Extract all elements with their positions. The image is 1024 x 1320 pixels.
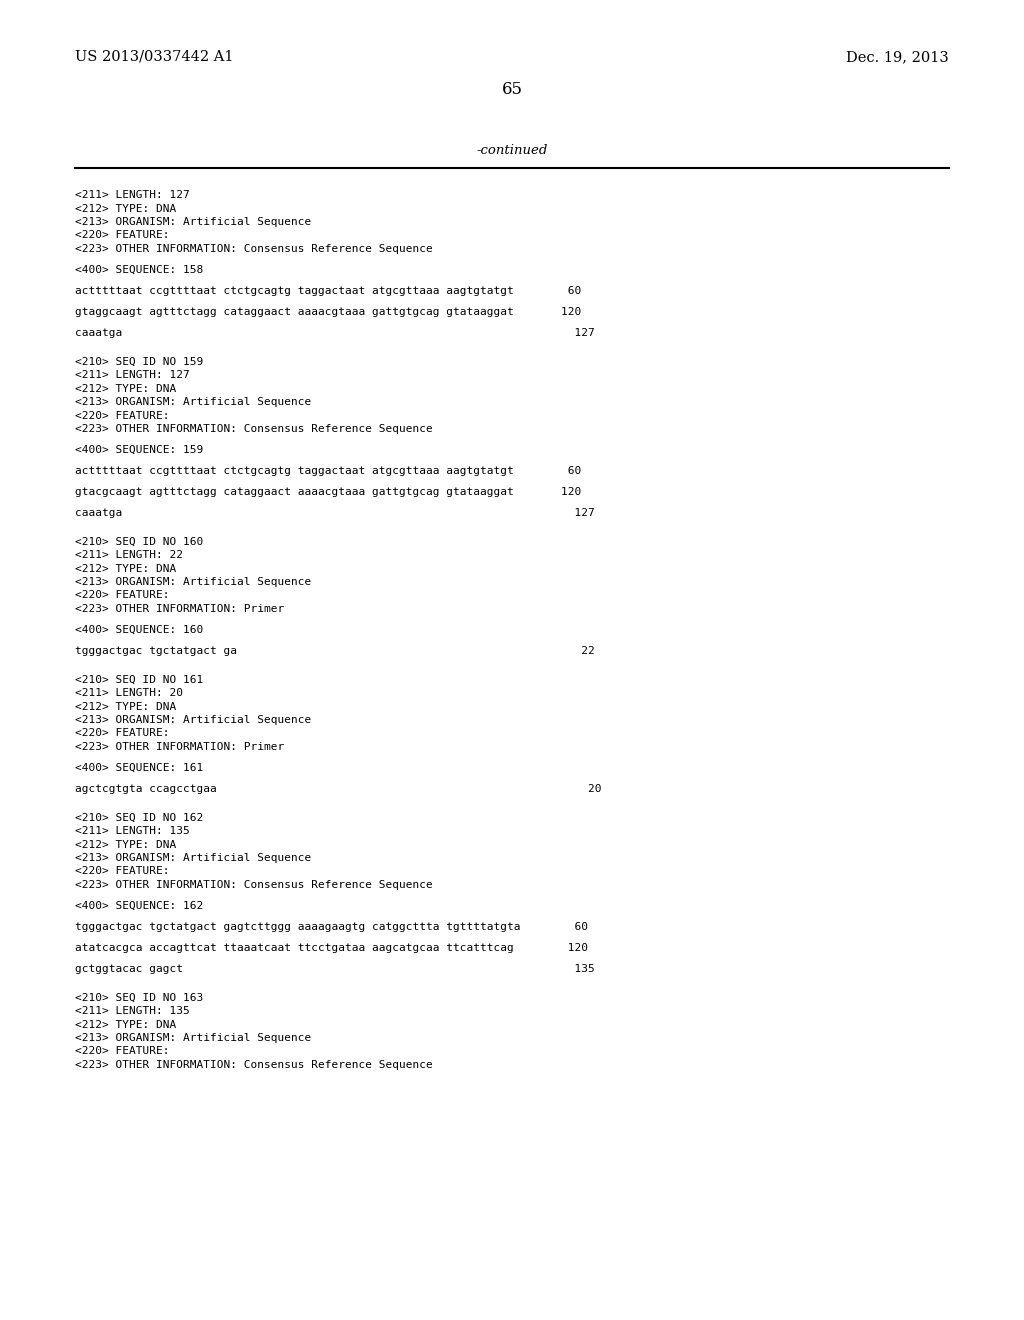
Text: <212> TYPE: DNA: <212> TYPE: DNA [75,564,176,573]
Text: <211> LENGTH: 135: <211> LENGTH: 135 [75,826,189,836]
Text: -continued: -continued [476,144,548,157]
Text: <220> FEATURE:: <220> FEATURE: [75,729,170,738]
Text: tgggactgac tgctatgact ga                                                   22: tgggactgac tgctatgact ga 22 [75,645,595,656]
Text: <220> FEATURE:: <220> FEATURE: [75,1047,170,1056]
Text: <400> SEQUENCE: 158: <400> SEQUENCE: 158 [75,265,203,275]
Text: <210> SEQ ID NO 159: <210> SEQ ID NO 159 [75,356,203,367]
Text: <400> SEQUENCE: 162: <400> SEQUENCE: 162 [75,902,203,911]
Text: gtacgcaagt agtttctagg cataggaact aaaacgtaaa gattgtgcag gtataaggat       120: gtacgcaagt agtttctagg cataggaact aaaacgt… [75,487,582,498]
Text: <213> ORGANISM: Artificial Sequence: <213> ORGANISM: Artificial Sequence [75,1034,311,1043]
Text: Dec. 19, 2013: Dec. 19, 2013 [846,50,949,63]
Text: <212> TYPE: DNA: <212> TYPE: DNA [75,1019,176,1030]
Text: <223> OTHER INFORMATION: Consensus Reference Sequence: <223> OTHER INFORMATION: Consensus Refer… [75,1060,433,1071]
Text: <213> ORGANISM: Artificial Sequence: <213> ORGANISM: Artificial Sequence [75,715,311,725]
Text: <210> SEQ ID NO 161: <210> SEQ ID NO 161 [75,675,203,685]
Text: <220> FEATURE:: <220> FEATURE: [75,231,170,240]
Text: actttttaat ccgttttaat ctctgcagtg taggactaat atgcgttaaa aagtgtatgt        60: actttttaat ccgttttaat ctctgcagtg taggact… [75,466,582,477]
Text: caaatga                                                                   127: caaatga 127 [75,327,595,338]
Text: <400> SEQUENCE: 159: <400> SEQUENCE: 159 [75,445,203,455]
Text: <223> OTHER INFORMATION: Consensus Reference Sequence: <223> OTHER INFORMATION: Consensus Refer… [75,424,433,434]
Text: gctggtacac gagct                                                          135: gctggtacac gagct 135 [75,964,595,974]
Text: <213> ORGANISM: Artificial Sequence: <213> ORGANISM: Artificial Sequence [75,853,311,863]
Text: <211> LENGTH: 127: <211> LENGTH: 127 [75,190,189,201]
Text: <212> TYPE: DNA: <212> TYPE: DNA [75,840,176,850]
Text: <213> ORGANISM: Artificial Sequence: <213> ORGANISM: Artificial Sequence [75,216,311,227]
Text: <211> LENGTH: 135: <211> LENGTH: 135 [75,1006,189,1016]
Text: <223> OTHER INFORMATION: Consensus Reference Sequence: <223> OTHER INFORMATION: Consensus Refer… [75,244,433,253]
Text: <210> SEQ ID NO 160: <210> SEQ ID NO 160 [75,536,203,546]
Text: tgggactgac tgctatgact gagtcttggg aaaagaagtg catggcttta tgttttatgta        60: tgggactgac tgctatgact gagtcttggg aaaagaa… [75,921,588,932]
Text: <211> LENGTH: 22: <211> LENGTH: 22 [75,550,183,560]
Text: <212> TYPE: DNA: <212> TYPE: DNA [75,701,176,711]
Text: <220> FEATURE:: <220> FEATURE: [75,866,170,876]
Text: <210> SEQ ID NO 162: <210> SEQ ID NO 162 [75,813,203,822]
Text: <213> ORGANISM: Artificial Sequence: <213> ORGANISM: Artificial Sequence [75,397,311,407]
Text: gtaggcaagt agtttctagg cataggaact aaaacgtaaa gattgtgcag gtataaggat       120: gtaggcaagt agtttctagg cataggaact aaaacgt… [75,308,582,317]
Text: <213> ORGANISM: Artificial Sequence: <213> ORGANISM: Artificial Sequence [75,577,311,587]
Text: US 2013/0337442 A1: US 2013/0337442 A1 [75,50,233,63]
Text: <400> SEQUENCE: 161: <400> SEQUENCE: 161 [75,763,203,774]
Text: <212> TYPE: DNA: <212> TYPE: DNA [75,203,176,214]
Text: atatcacgca accagttcat ttaaatcaat ttcctgataa aagcatgcaa ttcatttcag        120: atatcacgca accagttcat ttaaatcaat ttcctga… [75,942,588,953]
Text: <212> TYPE: DNA: <212> TYPE: DNA [75,384,176,393]
Text: <211> LENGTH: 127: <211> LENGTH: 127 [75,370,189,380]
Text: actttttaat ccgttttaat ctctgcagtg taggactaat atgcgttaaa aagtgtatgt        60: actttttaat ccgttttaat ctctgcagtg taggact… [75,286,582,296]
Text: 65: 65 [502,82,522,99]
Text: <223> OTHER INFORMATION: Consensus Reference Sequence: <223> OTHER INFORMATION: Consensus Refer… [75,880,433,890]
Text: <223> OTHER INFORMATION: Primer: <223> OTHER INFORMATION: Primer [75,742,285,752]
Text: <220> FEATURE:: <220> FEATURE: [75,411,170,421]
Text: <220> FEATURE:: <220> FEATURE: [75,590,170,601]
Text: <223> OTHER INFORMATION: Primer: <223> OTHER INFORMATION: Primer [75,605,285,614]
Text: <210> SEQ ID NO 163: <210> SEQ ID NO 163 [75,993,203,1002]
Text: agctcgtgta ccagcctgaa                                                       20: agctcgtgta ccagcctgaa 20 [75,784,601,795]
Text: <211> LENGTH: 20: <211> LENGTH: 20 [75,688,183,698]
Text: caaatga                                                                   127: caaatga 127 [75,508,595,517]
Text: <400> SEQUENCE: 160: <400> SEQUENCE: 160 [75,624,203,635]
